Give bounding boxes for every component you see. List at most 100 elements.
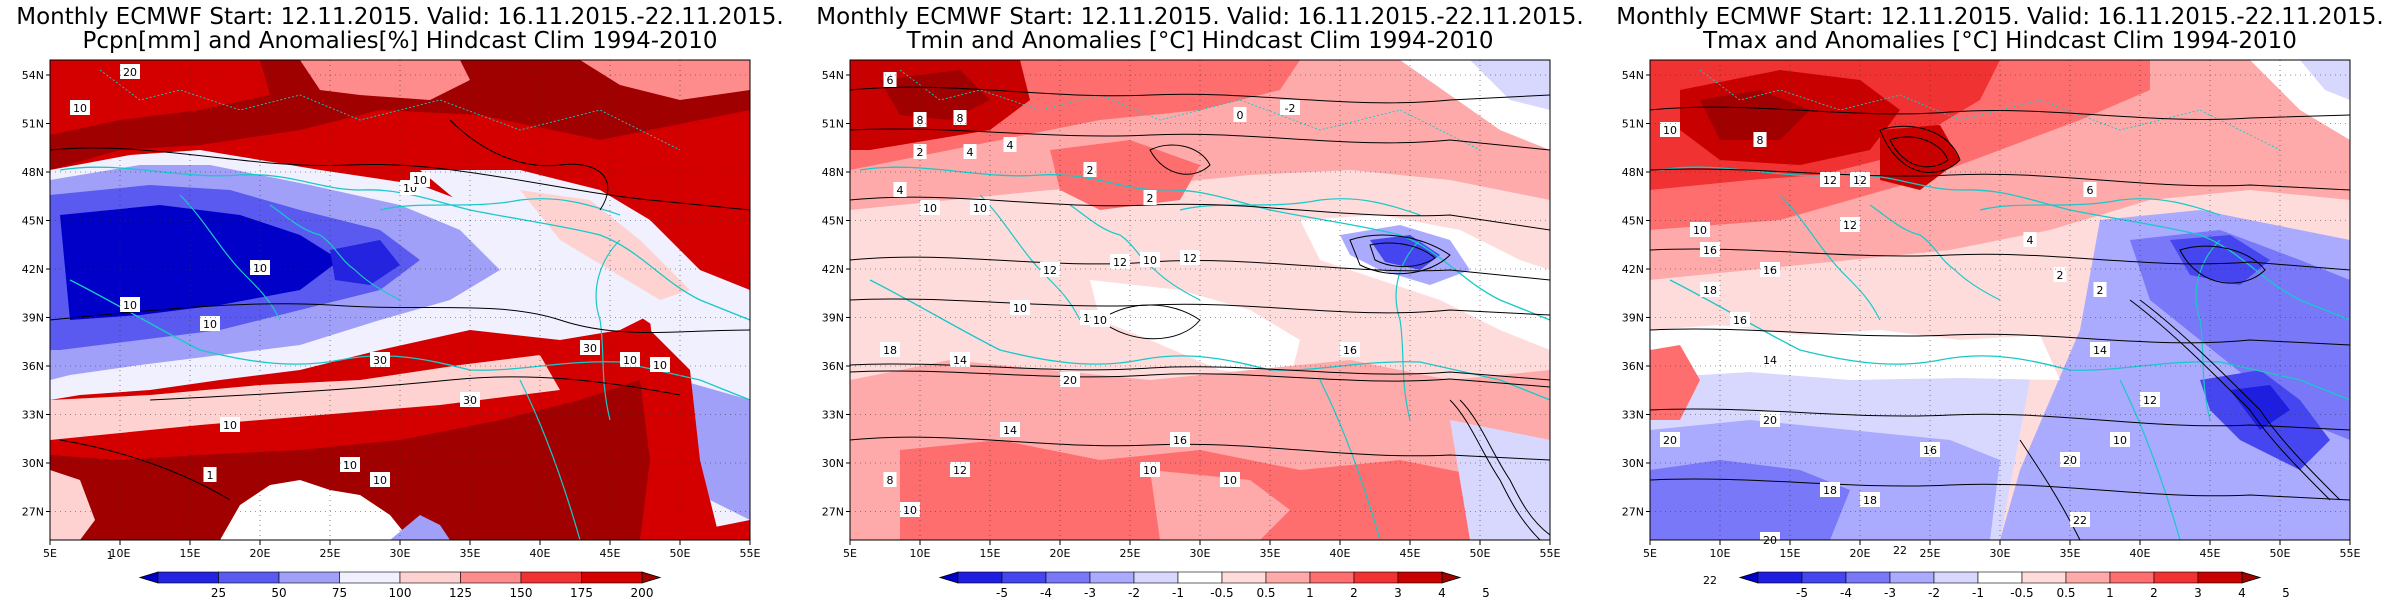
colorbar-label: -1: [1972, 586, 1984, 600]
contour-label-text: 18: [1863, 494, 1877, 507]
contour-label: 10: [1010, 300, 1030, 315]
contour-label: 10: [410, 172, 430, 187]
colorbar-arrow-low: [1738, 571, 1759, 584]
colorbar-arrow-high: [2241, 571, 2262, 584]
contour-label: 12: [1850, 172, 1870, 187]
contour-label-text: 8: [1757, 134, 1764, 147]
lat-tick-label: 48N: [1622, 166, 1644, 179]
latitude-axis: 54N 51N 48N 45N 42N 39N 36N 33N 30N 27N: [22, 69, 50, 519]
contour-label: 10: [920, 200, 940, 215]
colorbar-arrow-high: [1441, 571, 1462, 584]
lon-tick-label: 15E: [180, 547, 201, 560]
contour-label: 18: [1860, 492, 1880, 507]
lon-tick-label: 5E: [843, 547, 857, 560]
contour-label: 12: [1820, 172, 1840, 187]
contour-label-text: 18: [1703, 284, 1717, 297]
contour-label: 10: [1690, 222, 1710, 237]
contour-label-text: 2: [2057, 269, 2064, 282]
lon-tick-label: 15E: [980, 547, 1001, 560]
contour-label: 22: [1700, 572, 1720, 587]
contour-label: 10: [120, 297, 140, 312]
contour-label-text: 4: [1007, 139, 1014, 152]
lon-tick-label: 45E: [600, 547, 621, 560]
panel-title-line2: Pcpn[mm] and Anomalies[%] Hindcast Clim …: [82, 28, 717, 54]
contour-label: 10: [200, 316, 220, 331]
colorbar-swatch: [1265, 571, 1311, 584]
contour-label: 8: [953, 110, 967, 125]
contour-label-text: 10: [1093, 314, 1107, 327]
lat-tick-label: 33N: [822, 409, 844, 422]
lat-tick-label: 42N: [1622, 263, 1644, 276]
lon-tick-label: 40E: [530, 547, 551, 560]
longitude-axis: 5E 10E 15E 20E 25E 30E 35E 40E 45E 50E 55E: [843, 540, 1561, 560]
colorbar-label: 100: [389, 586, 412, 600]
colorbar-arrow-high: [641, 571, 662, 584]
lat-tick-label: 48N: [822, 166, 844, 179]
colorbar: 25 50 75 100 125 150 175 200: [138, 571, 662, 600]
colorbar-swatch: [520, 571, 582, 584]
lat-tick-label: 39N: [822, 312, 844, 325]
colorbar-label: 3: [1394, 586, 1402, 600]
colorbar-swatch: [1133, 571, 1179, 584]
lon-tick-label: 10E: [910, 547, 931, 560]
contour-label-text: 14: [953, 354, 967, 367]
contour-label: 16: [1730, 312, 1750, 327]
contour-label: 12: [1180, 250, 1200, 265]
contour-label-text: 10: [223, 419, 237, 432]
colorbar-label: 5: [2282, 586, 2290, 600]
contour-label: 30: [460, 392, 480, 407]
colorbar-label: -2: [1128, 586, 1140, 600]
colorbar-label: 2: [2150, 586, 2158, 600]
lat-tick-label: 51N: [1622, 118, 1644, 131]
colorbar-label: 1: [2106, 586, 2114, 600]
lat-tick-label: 54N: [1622, 69, 1644, 82]
lon-tick-label: 20E: [1850, 547, 1871, 560]
colorbar-label: -3: [1084, 586, 1096, 600]
contour-label: 2: [913, 144, 927, 159]
contour-label-text: 14: [1763, 354, 1777, 367]
colorbar: -5 -4 -3 -2 -1 -0.5 0.5 1 2 3 4 5: [1738, 571, 2290, 600]
contour-label: 14: [1000, 422, 1020, 437]
coastlines: [1659, 69, 2350, 540]
colorbar-swatch: [460, 571, 522, 584]
lon-tick-label: 40E: [2130, 547, 2151, 560]
contour-label-text: 12: [2143, 394, 2157, 407]
contour-label: 2: [1143, 190, 1157, 205]
panel-title-line1: Monthly ECMWF Start: 12.11.2015. Valid: …: [816, 4, 1583, 30]
contour-label: 18: [880, 342, 900, 357]
colorbar-swatch: [1353, 571, 1399, 584]
contour-label: 16: [1170, 432, 1190, 447]
contour-label-text: 4: [967, 146, 974, 159]
graticule: [50, 60, 750, 540]
lat-tick-label: 36N: [22, 360, 44, 373]
contour-label: 16: [1920, 442, 1940, 457]
contour-label-text: 1: [107, 549, 114, 562]
lat-tick-label: 30N: [22, 457, 44, 470]
contour-label-text: 2: [1087, 164, 1094, 177]
lat-tick-label: 39N: [1622, 312, 1644, 325]
contour-label: 10: [340, 457, 360, 472]
lon-tick-label: 10E: [1710, 547, 1731, 560]
lon-tick-label: 35E: [460, 547, 481, 560]
contour-label-text: 2: [917, 146, 924, 159]
contour-label-text: 12: [953, 464, 967, 477]
contour-label-text: 10: [973, 202, 987, 215]
lon-tick-label: 20E: [1050, 547, 1071, 560]
lon-tick-label: 30E: [1190, 547, 1211, 560]
colorbar-label: 4: [1438, 586, 1446, 600]
colorbar-swatch: [399, 571, 461, 584]
contour-label-text: 16: [1343, 344, 1357, 357]
panel-title-line1: Monthly ECMWF Start: 12.11.2015. Valid: …: [1616, 4, 2383, 30]
contour-label-text: 10: [343, 459, 357, 472]
colorbar-label: -0.5: [2010, 586, 2033, 600]
contour-label: 12: [2140, 392, 2160, 407]
lon-tick-label: 45E: [2200, 547, 2221, 560]
lat-tick-label: 45N: [1622, 215, 1644, 228]
lon-tick-label: 25E: [320, 547, 341, 560]
lat-tick-label: 27N: [1622, 506, 1644, 519]
lon-tick-label: 5E: [1643, 547, 1657, 560]
contour-label: 6: [883, 72, 897, 87]
panel-title-line2: Tmin and Anomalies [°C] Hindcast Clim 19…: [905, 28, 1493, 54]
colorbar-label: 50: [271, 586, 286, 600]
colorbar-swatch: [1221, 571, 1267, 584]
